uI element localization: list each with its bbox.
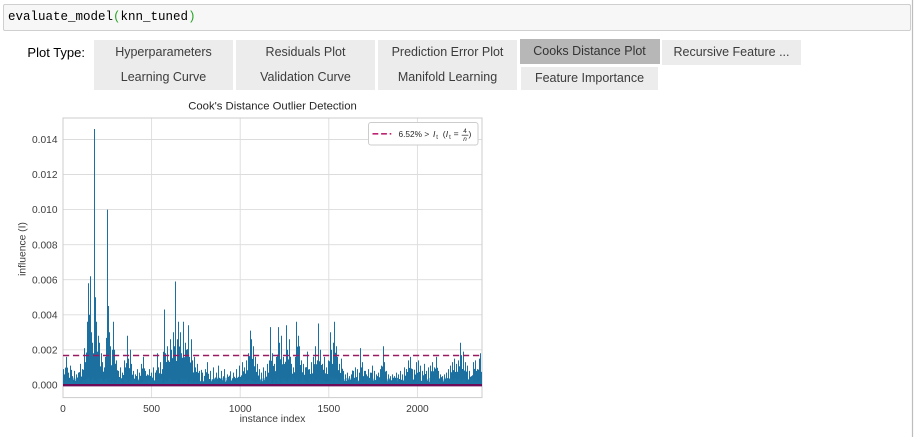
svg-text:2000: 2000 bbox=[406, 404, 429, 415]
svg-text:0.014: 0.014 bbox=[32, 135, 58, 146]
svg-text:=: = bbox=[454, 129, 459, 139]
svg-text:0.010: 0.010 bbox=[32, 205, 58, 216]
svg-text:1000: 1000 bbox=[229, 404, 252, 415]
svg-text:6.52% >: 6.52% > bbox=[399, 129, 430, 139]
svg-text:t: t bbox=[436, 135, 438, 141]
svg-text:0.004: 0.004 bbox=[32, 310, 58, 321]
svg-text:1500: 1500 bbox=[317, 404, 340, 415]
svg-text:I: I bbox=[433, 129, 436, 139]
svg-text:0.000: 0.000 bbox=[32, 381, 58, 392]
svg-text:(: ( bbox=[443, 129, 446, 139]
svg-text:0.008: 0.008 bbox=[32, 240, 58, 251]
svg-text:0.006: 0.006 bbox=[32, 275, 58, 286]
svg-text:0: 0 bbox=[60, 404, 66, 415]
svg-text:500: 500 bbox=[143, 404, 160, 415]
svg-text:Cook's Distance Outlier Detect: Cook's Distance Outlier Detection bbox=[188, 101, 357, 113]
svg-text:4: 4 bbox=[463, 128, 467, 135]
svg-text:): ) bbox=[469, 129, 472, 139]
svg-text:influence (I): influence (I) bbox=[17, 222, 28, 276]
svg-text:t: t bbox=[449, 135, 451, 141]
svg-text:0.002: 0.002 bbox=[32, 345, 58, 356]
svg-text:instance index: instance index bbox=[240, 414, 307, 425]
svg-text:n: n bbox=[463, 136, 467, 143]
svg-text:I: I bbox=[446, 129, 449, 139]
svg-text:0.012: 0.012 bbox=[32, 170, 58, 181]
